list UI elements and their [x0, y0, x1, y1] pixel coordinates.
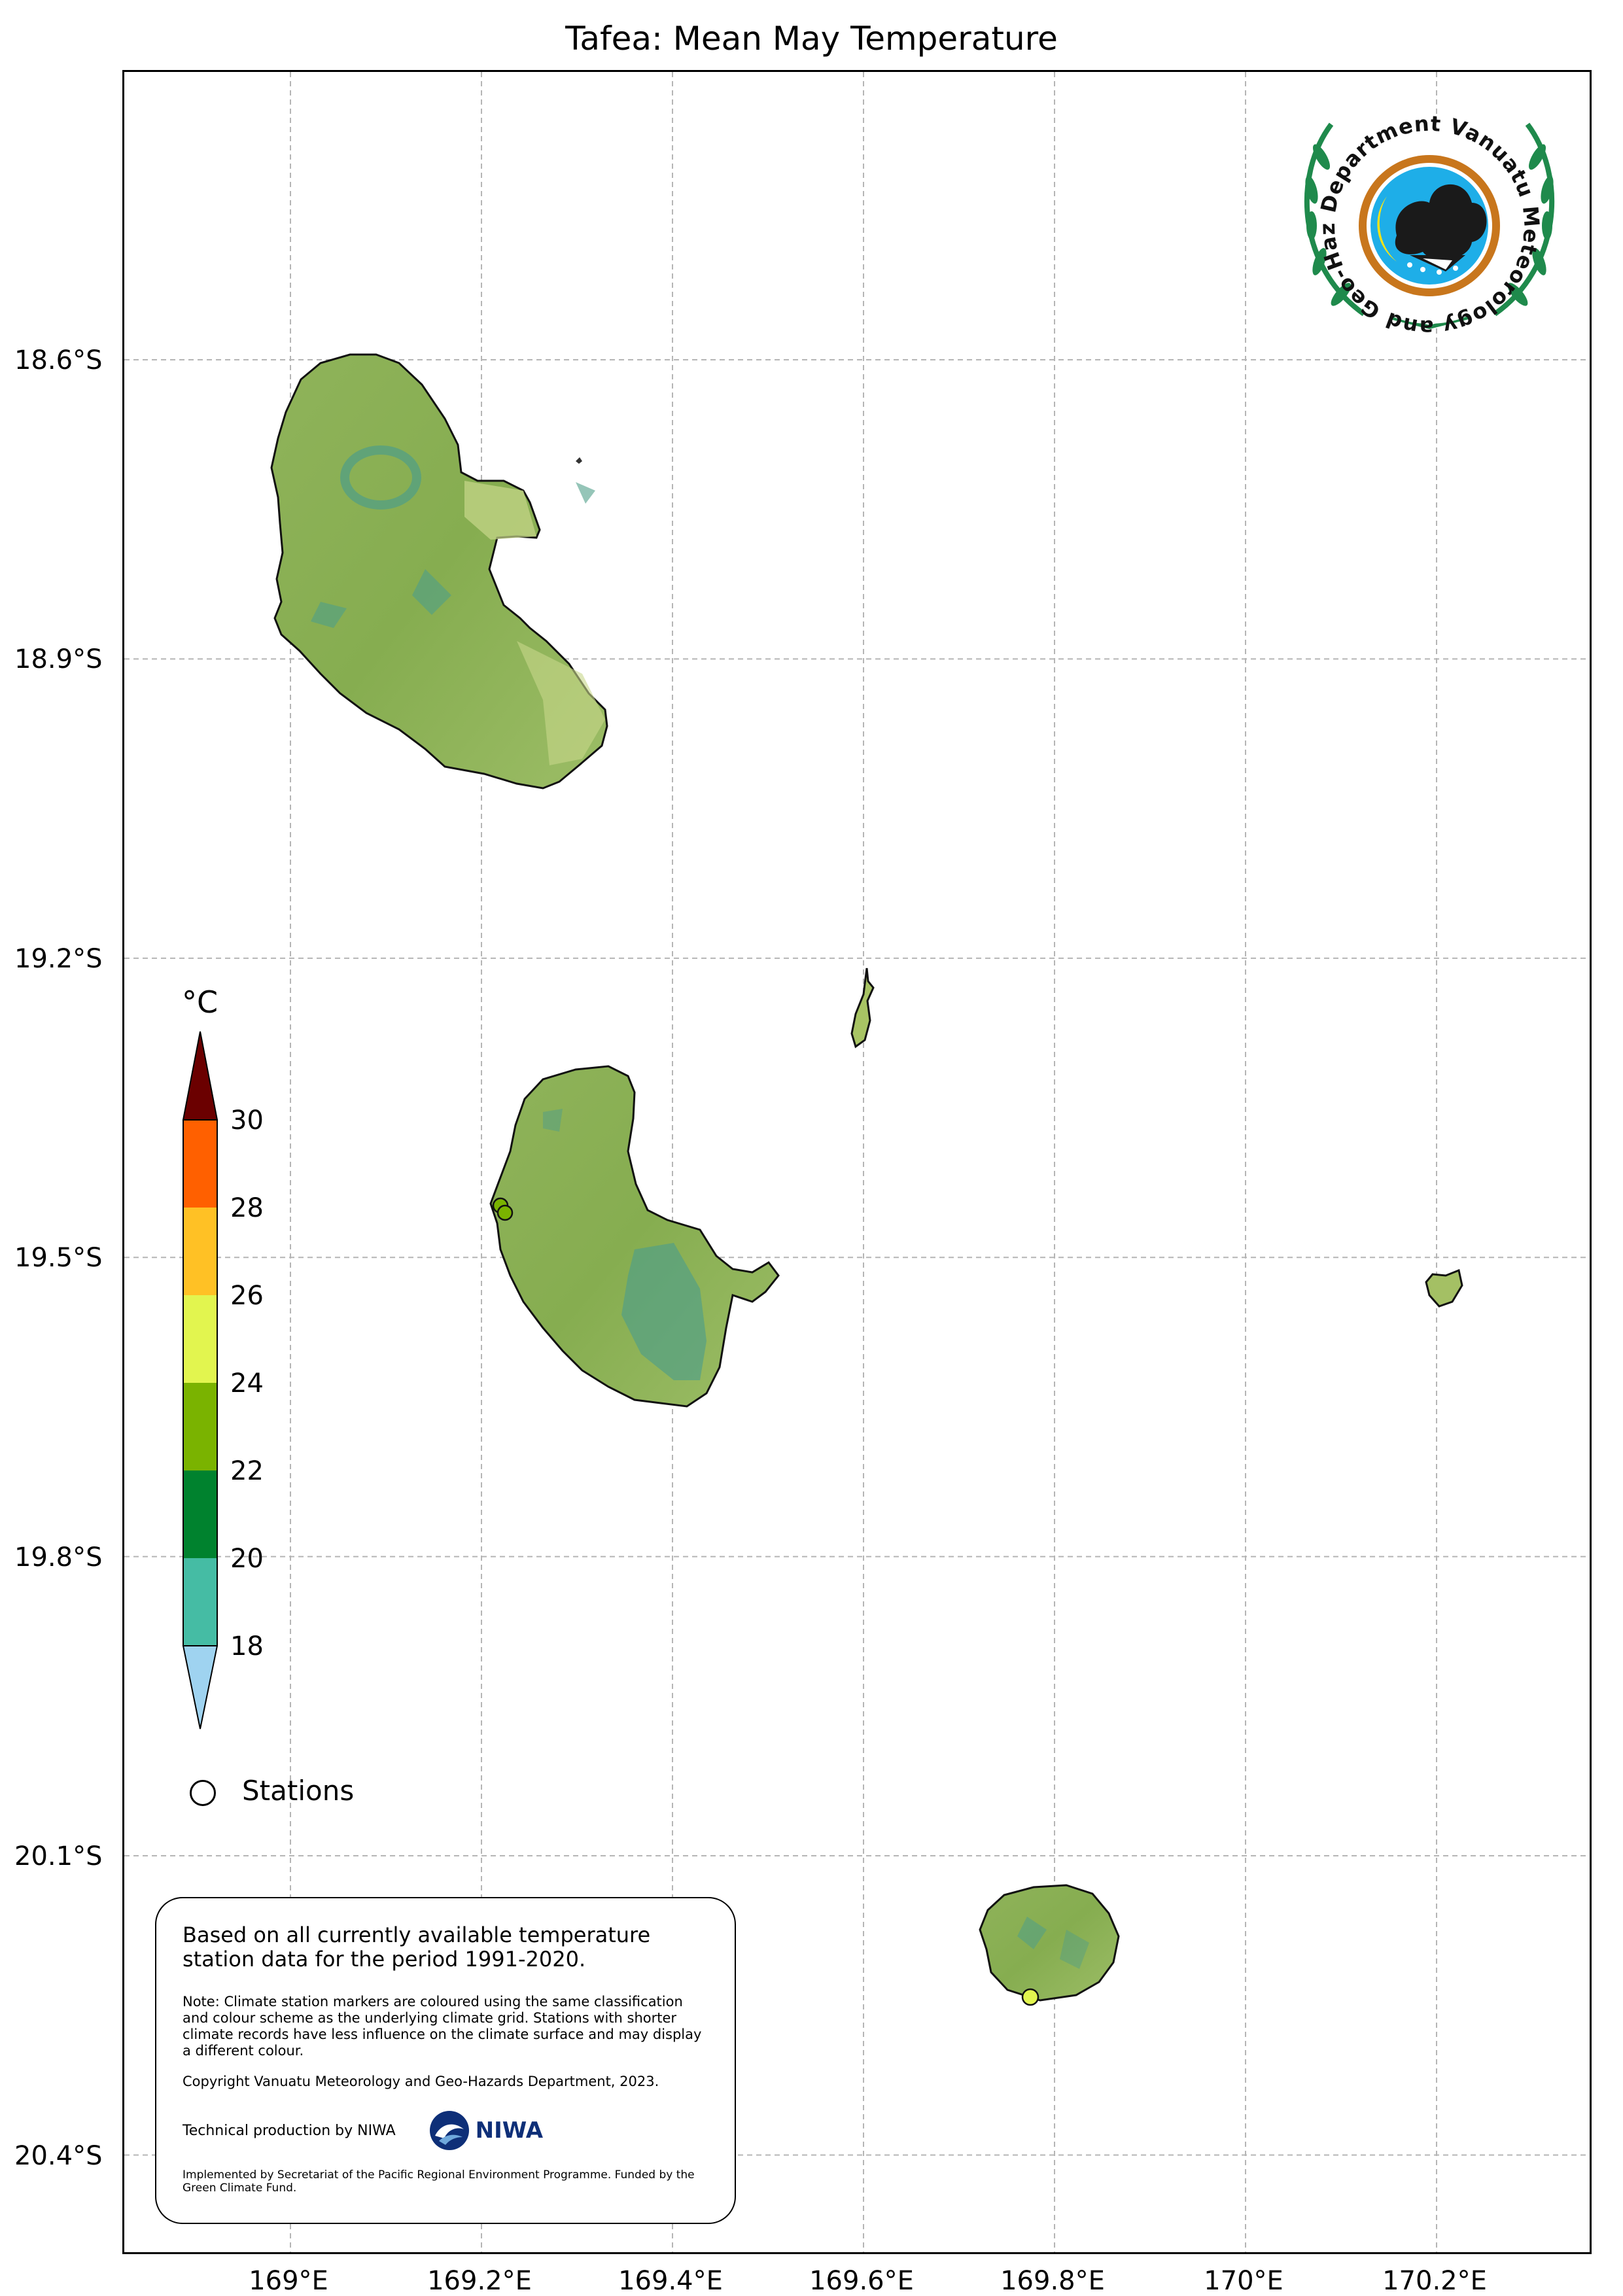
funding-text: Implemented by Secretariat of the Pacifi… — [183, 2168, 695, 2195]
station-legend-marker — [190, 1779, 216, 1806]
lat-tick-label: 19.2°S — [14, 944, 103, 974]
lat-tick-label: 18.6°S — [14, 345, 103, 375]
map-title: Tafea: Mean May Temperature — [565, 20, 1058, 58]
colorbar-tick-label: 28 — [230, 1193, 264, 1223]
station-marker[interactable] — [1021, 1988, 1039, 2006]
graticule — [124, 72, 1590, 2252]
station-marker[interactable] — [497, 1204, 514, 1221]
colorbar-tick-label: 20 — [230, 1544, 264, 1574]
lat-tick-label: 20.4°S — [14, 2141, 103, 2171]
colorbar-tick-label: 24 — [230, 1368, 264, 1399]
technical-production-row: Technical production by NIWA NIWA — [183, 2110, 708, 2151]
lat-tick-label: 18.9°S — [14, 644, 103, 674]
map-frame — [122, 70, 1592, 2254]
stations-legend-label: Stations — [242, 1775, 355, 1807]
lon-tick-label: 169.8°E — [1000, 2266, 1105, 2296]
niwa-name: NIWA — [475, 2117, 544, 2144]
technical-production-text: Technical production by NIWA — [183, 2122, 396, 2139]
island-tanna — [489, 1065, 780, 1408]
info-box: Based on all currently available tempera… — [155, 1897, 736, 2224]
island-erromango — [270, 353, 608, 790]
colorbar-bin — [183, 1383, 217, 1470]
island-aniwa — [850, 967, 875, 1049]
lon-tick-label: 169.6°E — [809, 2266, 914, 2296]
map-canvas — [124, 72, 1590, 2252]
lon-tick-label: 169.2°E — [427, 2266, 532, 2296]
copyright-text: Copyright Vanuatu Meteorology and Geo-Ha… — [183, 2074, 659, 2089]
colorbar-tick-label: 18 — [230, 1631, 264, 1661]
colorbar — [182, 1031, 218, 1730]
lon-tick-label: 169.4°E — [618, 2266, 723, 2296]
colorbar-bin — [183, 1120, 217, 1208]
colorbar-bin — [183, 1208, 217, 1295]
lon-tick-label: 169°E — [249, 2266, 328, 2296]
lat-tick-label: 19.8°S — [14, 1542, 103, 1573]
station-markers — [492, 1197, 1039, 2006]
colorbar-bin — [183, 1295, 217, 1383]
vmgd-logo: Department Vanuatu Meteorology and Geo-H… — [1292, 98, 1555, 340]
colorbar-extend-bottom — [182, 1645, 218, 1730]
islet — [576, 457, 582, 464]
colorbar-extend-top — [182, 1031, 218, 1121]
colorbar-unit: °C — [182, 984, 218, 1020]
lon-tick-label: 170°E — [1204, 2266, 1283, 2296]
niwa-logo: NIWA — [428, 2110, 543, 2151]
island-aneityum — [979, 1884, 1120, 2002]
data-period-note: Based on all currently available tempera… — [183, 1922, 651, 1972]
lat-tick-label: 20.1°S — [14, 1841, 103, 1871]
colorbar-bin — [183, 1558, 217, 1646]
lon-tick-label: 170.2°E — [1382, 2266, 1487, 2296]
stations-legend: Stations — [190, 1775, 354, 1807]
colorbar-bin — [183, 1470, 217, 1558]
niwa-wave-icon — [429, 2111, 469, 2150]
colorbar-tick-label: 30 — [230, 1105, 264, 1136]
lat-tick-label: 19.5°S — [14, 1243, 103, 1273]
island-futuna — [1425, 1268, 1463, 1308]
station-marker-note: Note: Climate station markers are colour… — [183, 1994, 702, 2059]
colorbar-tick-label: 26 — [230, 1281, 264, 1311]
colorbar-tick-label: 22 — [230, 1456, 264, 1486]
